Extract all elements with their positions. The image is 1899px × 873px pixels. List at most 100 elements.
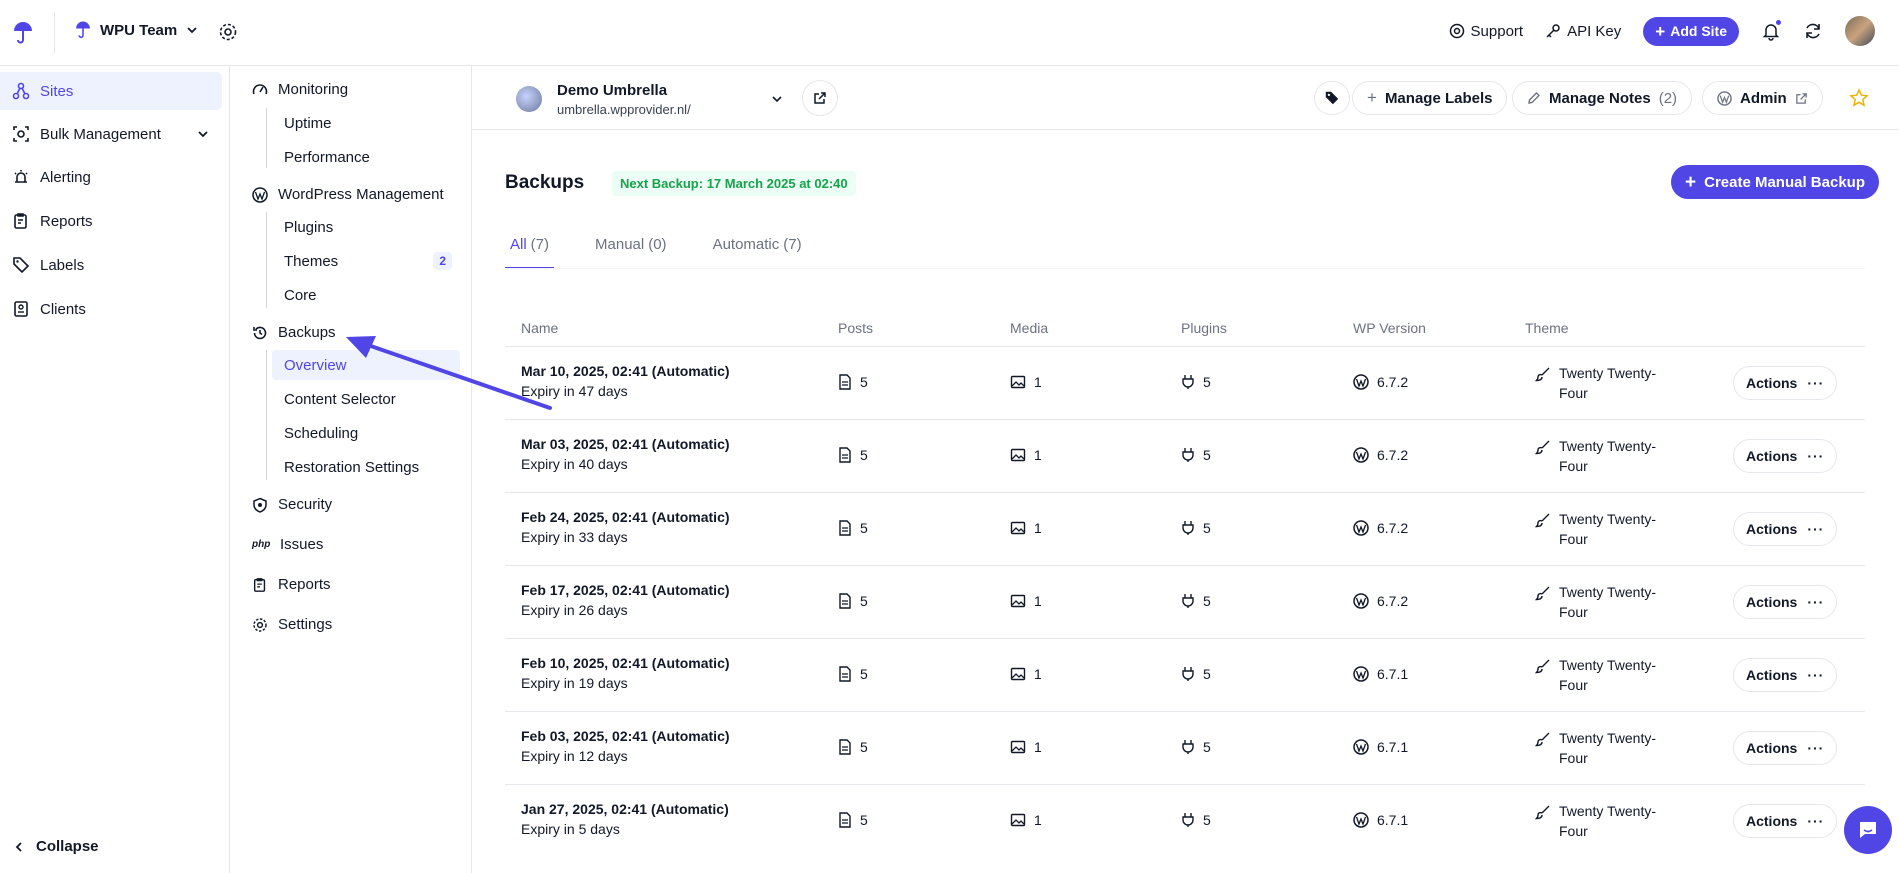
row-actions-button[interactable]: Actions ··· [1733, 512, 1838, 546]
plugins-count: 5 [1203, 520, 1211, 536]
subnav-item-content-selector[interactable]: Content Selector [272, 384, 460, 414]
subnav-backups[interactable]: Backups [252, 324, 336, 341]
posts-count: 5 [860, 666, 868, 682]
subnav-security[interactable]: Security [252, 496, 332, 513]
sidebar-item-alerting[interactable]: Alerting [0, 158, 222, 196]
subnav-group-label: Backups [278, 324, 336, 341]
team-switcher[interactable]: WPU Team [74, 20, 199, 40]
theme-cell: Twenty Twenty-Four [1535, 728, 1669, 768]
row-actions-button[interactable]: Actions ··· [1733, 366, 1838, 400]
wordpress-icon [1353, 666, 1369, 682]
plug-icon [1181, 812, 1195, 828]
backup-expiry: Expiry in 33 days [521, 529, 628, 545]
tab-manual[interactable]: Manual (0) [590, 236, 672, 269]
sidebar-item-labels[interactable]: Labels [0, 246, 222, 284]
subnav-monitoring[interactable]: Monitoring [252, 81, 348, 98]
subnav-item-performance[interactable]: Performance [272, 142, 460, 172]
subnav-item-restoration-settings[interactable]: Restoration Settings [272, 452, 460, 482]
site-switcher-chevron-icon[interactable] [770, 92, 784, 106]
pencil-icon [1528, 92, 1540, 104]
api-key-link[interactable]: API Key [1545, 23, 1621, 40]
create-manual-backup-button[interactable]: + Create Manual Backup [1671, 165, 1879, 199]
subnav-reports[interactable]: Reports [252, 576, 331, 593]
subnav-wordpress-management[interactable]: WordPress Management [252, 186, 444, 203]
wordpress-icon [1717, 90, 1732, 106]
wp-admin-button[interactable]: Admin [1702, 81, 1823, 115]
sidebar-item-reports[interactable]: Reports [0, 202, 222, 240]
theme-name: Twenty Twenty-Four [1559, 584, 1657, 620]
tab-all[interactable]: All (7) [505, 236, 555, 269]
collapse-label: Collapse [36, 838, 99, 855]
notifications-bell-icon[interactable] [1761, 19, 1782, 41]
subnav-item-themes[interactable]: Themes 2 [272, 246, 460, 276]
backup-name[interactable]: Mar 03, 2025, 02:41 (Automatic) [521, 436, 730, 452]
backup-expiry: Expiry in 40 days [521, 456, 628, 472]
column-header-theme[interactable]: Theme [1525, 320, 1569, 336]
site-subnav: Monitoring Uptime Performance WordPress … [230, 66, 472, 873]
subnav-item-plugins[interactable]: Plugins [272, 212, 460, 242]
backup-name[interactable]: Mar 10, 2025, 02:41 (Automatic) [521, 363, 730, 379]
row-actions-button[interactable]: Actions ··· [1733, 731, 1838, 765]
column-header-posts[interactable]: Posts [838, 320, 874, 336]
plugins-cell: 5 [1181, 739, 1211, 755]
team-settings-gear-icon[interactable] [218, 22, 238, 42]
actions-label: Actions [1746, 375, 1798, 391]
subnav-item-scheduling[interactable]: Scheduling [272, 418, 460, 448]
key-icon [1546, 24, 1560, 38]
wp-version-value: 6.7.2 [1377, 374, 1409, 390]
column-header-wp-version[interactable]: WP Version [1353, 320, 1426, 336]
add-site-button[interactable]: + Add Site [1643, 16, 1739, 46]
row-actions-button[interactable]: Actions ··· [1733, 804, 1838, 838]
backup-name[interactable]: Jan 27, 2025, 02:41 (Automatic) [521, 801, 729, 817]
row-actions-button[interactable]: Actions ··· [1733, 585, 1838, 619]
row-actions-button[interactable]: Actions ··· [1733, 658, 1838, 692]
subnav-issues[interactable]: php Issues [252, 536, 323, 553]
actions-label: Actions [1746, 594, 1798, 610]
column-header-media[interactable]: Media [1010, 320, 1049, 336]
wp-version-cell: 6.7.2 [1353, 593, 1408, 609]
labels-tag-button[interactable] [1314, 81, 1350, 115]
plug-icon [1181, 593, 1195, 609]
subnav-item-core[interactable]: Core [272, 280, 460, 310]
themes-count-badge: 2 [433, 252, 452, 270]
tab-automatic[interactable]: Automatic (7) [708, 236, 807, 269]
backup-name[interactable]: Feb 24, 2025, 02:41 (Automatic) [521, 509, 730, 525]
backup-name[interactable]: Feb 03, 2025, 02:41 (Automatic) [521, 728, 730, 744]
collapse-sidebar-button[interactable]: Collapse [12, 838, 99, 855]
backup-name[interactable]: Feb 10, 2025, 02:41 (Automatic) [521, 655, 730, 671]
support-label: Support [1470, 22, 1524, 40]
sidebar-item-bulk-management[interactable]: Bulk Management [0, 115, 222, 153]
ellipsis-icon: ··· [1807, 740, 1825, 756]
subnav-settings[interactable]: Settings [252, 616, 332, 633]
sidebar-item-clients[interactable]: Clients [0, 290, 222, 328]
subnav-item-overview[interactable]: Overview [272, 350, 460, 380]
plus-icon: + [1655, 21, 1666, 41]
row-actions-button[interactable]: Actions ··· [1733, 439, 1838, 473]
column-header-plugins[interactable]: Plugins [1181, 320, 1227, 336]
support-link[interactable]: Support [1449, 22, 1524, 40]
media-cell: 1 [1010, 593, 1042, 609]
user-avatar[interactable] [1845, 16, 1875, 46]
site-header: Demo Umbrella umbrella.wpprovider.nl/ + … [472, 66, 1899, 130]
tab-label: All [510, 236, 527, 253]
sidebar-item-sites[interactable]: Sites [0, 72, 222, 110]
plugins-cell: 5 [1181, 812, 1211, 828]
theme-cell: Twenty Twenty-Four [1535, 363, 1669, 403]
subnav-item-uptime[interactable]: Uptime [272, 108, 460, 138]
site-name[interactable]: Demo Umbrella [557, 82, 668, 99]
wordpress-icon [1353, 812, 1369, 828]
manage-notes-button[interactable]: Manage Notes (2) [1512, 81, 1693, 115]
media-count: 1 [1034, 520, 1042, 536]
open-site-external-button[interactable] [802, 80, 838, 116]
column-header-name[interactable]: Name [521, 320, 559, 336]
paintbrush-icon [1535, 439, 1551, 476]
plugins-cell: 5 [1181, 593, 1211, 609]
favorite-star-icon[interactable] [1849, 88, 1869, 108]
manage-labels-button[interactable]: + Manage Labels [1352, 81, 1508, 115]
chat-support-button[interactable] [1844, 806, 1892, 854]
umbrella-logo-icon[interactable] [12, 20, 34, 46]
backup-name[interactable]: Feb 17, 2025, 02:41 (Automatic) [521, 582, 730, 598]
refresh-icon[interactable] [1803, 21, 1823, 41]
subnav-item-label: Plugins [284, 218, 334, 236]
tab-label: Automatic [712, 236, 780, 253]
